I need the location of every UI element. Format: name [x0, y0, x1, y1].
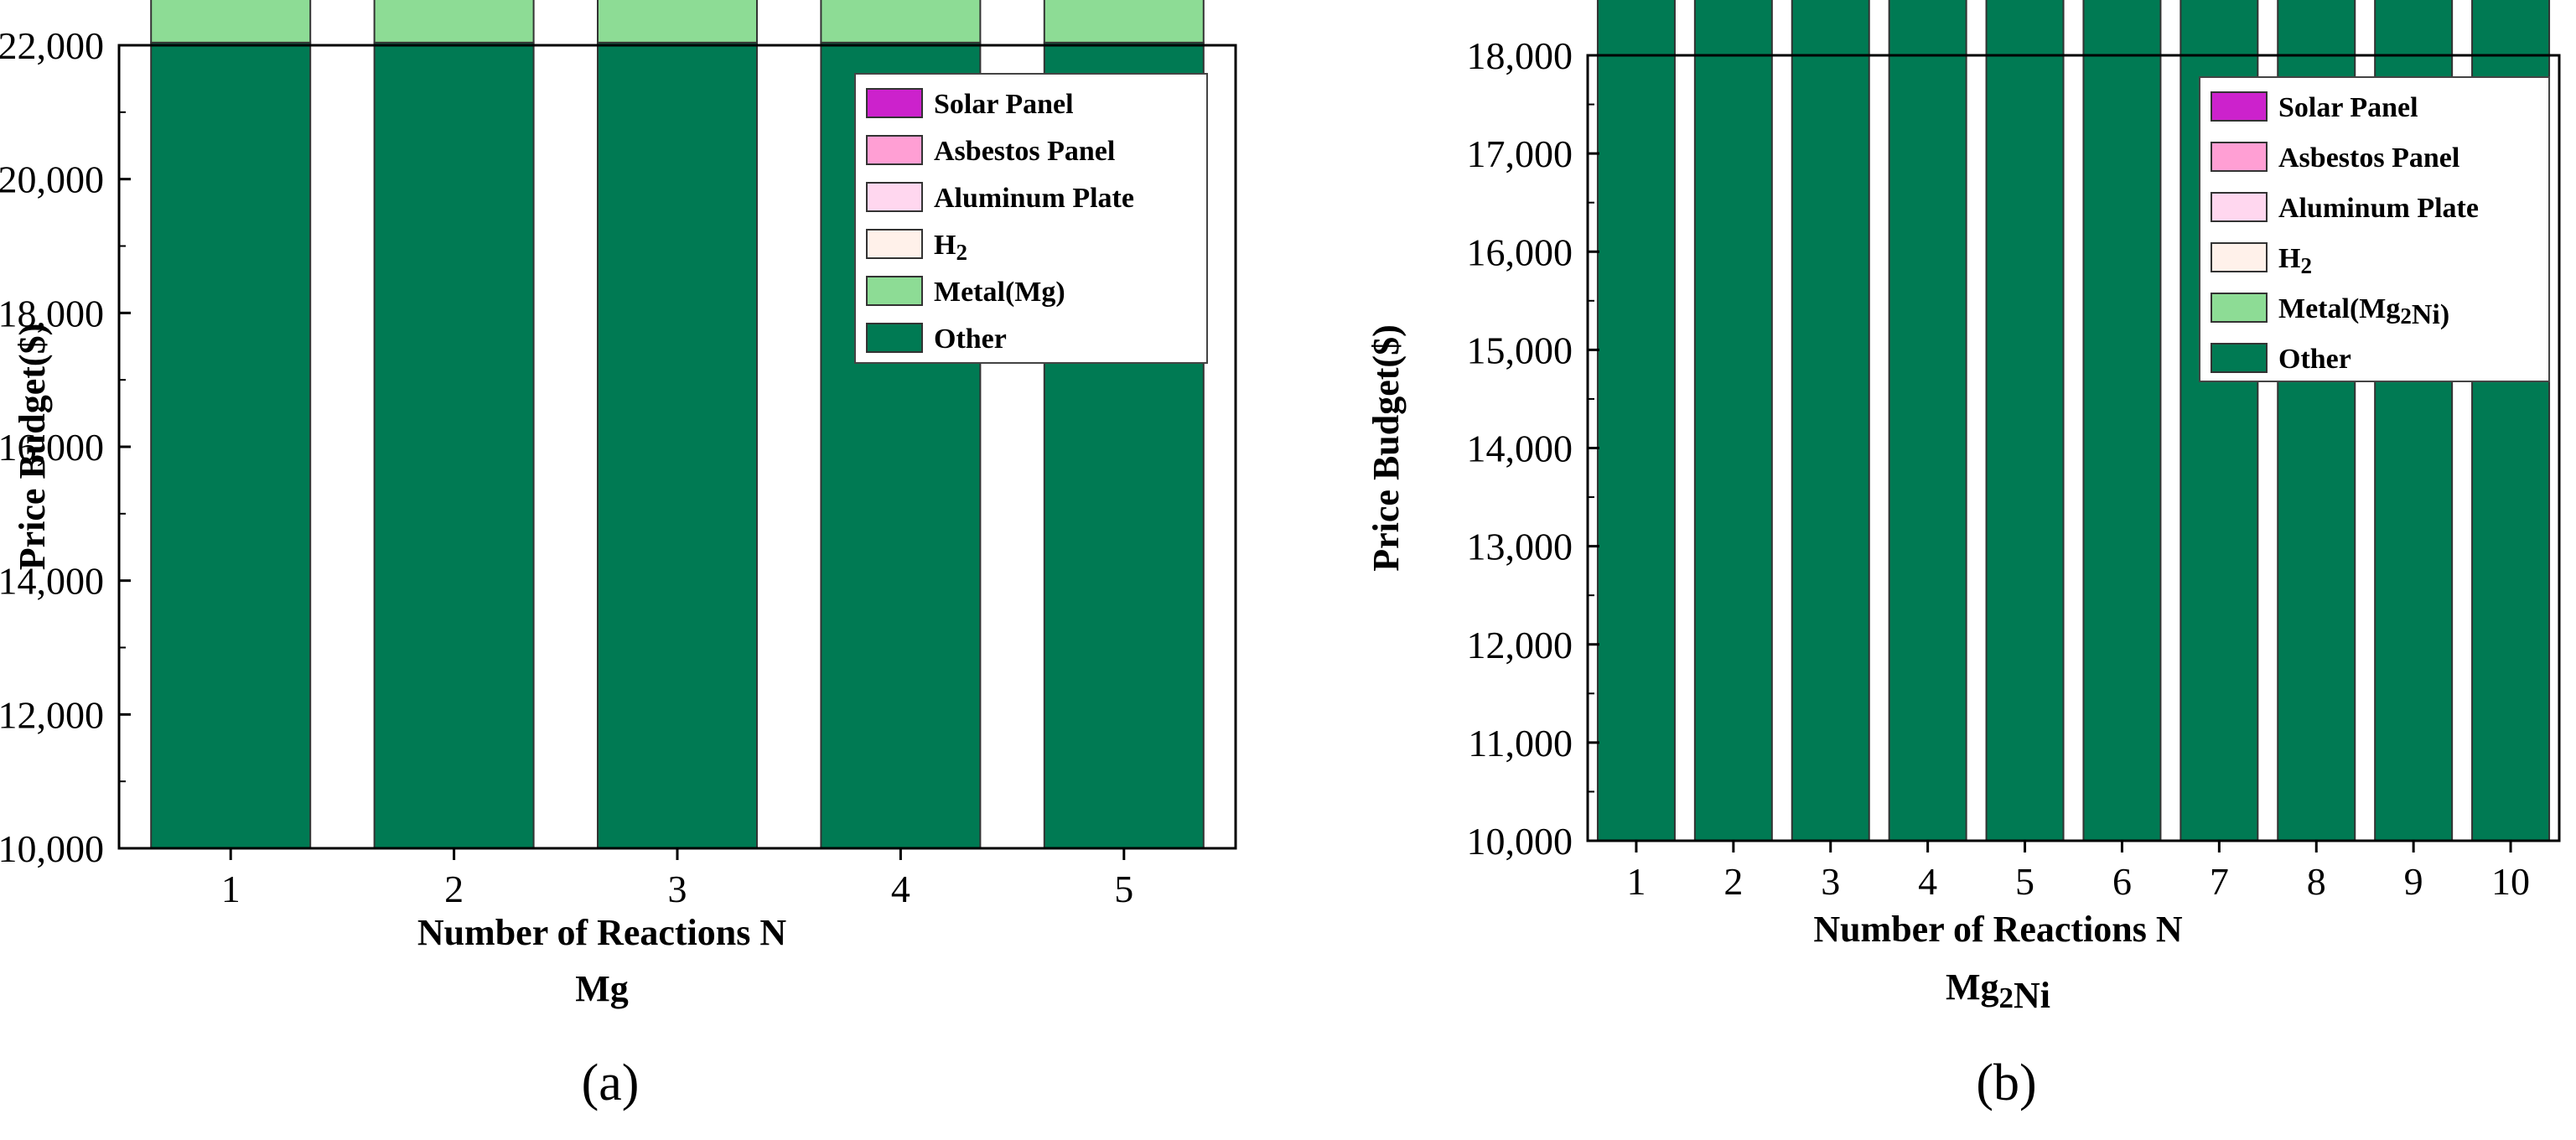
y-tick-label: 12,000 [0, 693, 104, 736]
legend: Solar Panel Asbestos Panel Aluminum Plate H… [2199, 76, 2550, 382]
legend-label-solar-panel: Solar Panel [934, 89, 1074, 120]
legend-swatch-solar-panel [866, 88, 923, 118]
y-tick-label: 18,000 [1467, 34, 1573, 77]
legend-label-h2: H2 [2278, 243, 2312, 278]
bar-other-3 [597, 41, 758, 850]
x-tick-label: 3 [1821, 860, 1840, 903]
bar-other-6 [2082, 0, 2162, 842]
y-axis-title: Price Budget($) [12, 324, 53, 570]
legend-swatch-h2 [866, 229, 923, 259]
y-tick-label: 15,000 [1467, 329, 1573, 371]
bar-other-3 [1791, 0, 1870, 842]
bar-metal-1 [150, 0, 312, 44]
legend-box [2199, 76, 2550, 382]
legend-swatch-metal [866, 276, 923, 306]
chart-a: 10,000 12,000 14,000 16,000 18,000 20,000 22,0… [0, 0, 1237, 1112]
x-tick-label: 4 [891, 868, 910, 910]
y-tick-label: 16,000 [1467, 231, 1573, 273]
y-tick-label: 10,000 [0, 827, 104, 870]
y-tick-label: 16,000 [0, 426, 104, 469]
legend-label-metal: Metal(Mg) [934, 277, 1065, 308]
legend-label-asbestos-panel: Asbestos Panel [934, 136, 1115, 167]
y-tick-label: 11,000 [1468, 722, 1573, 764]
y-tick-label: 18,000 [0, 292, 104, 334]
y-tick-label: 10,000 [1467, 820, 1573, 863]
x-tick-label: 2 [444, 868, 464, 910]
legend-swatch-solar-panel [2211, 91, 2268, 122]
y-tick-label: 22,000 [0, 24, 104, 67]
y-tick-label: 14,000 [0, 560, 104, 603]
x-tick-label: 3 [668, 868, 687, 910]
legend-label-h2: H2 [934, 230, 967, 265]
legend-label-aluminum-plate: Aluminum Plate [2278, 193, 2479, 224]
legend-swatch-aluminum-plate [2211, 192, 2268, 222]
x-tick-label: 2 [1723, 860, 1743, 903]
x-tick-label: 1 [1626, 860, 1646, 903]
legend-label-metal: Metal(Mg2Ni) [2278, 293, 2449, 330]
y-tick-label: 12,000 [1467, 624, 1573, 666]
bar-metal-5 [1043, 0, 1205, 44]
legend-label-other: Other [2278, 344, 2351, 375]
x-tick-label: 8 [2307, 860, 2326, 903]
y-axis-title: Price Budget($) [1366, 324, 1407, 571]
bar-other-5 [1985, 0, 2065, 842]
legend-box [854, 73, 1208, 364]
chart-b: 10,000 11,000 12,000 13,000 14,000 15,000 16,0… [1366, 0, 2561, 1112]
legend-swatch-other [2211, 343, 2268, 373]
bar-metal-3 [597, 0, 758, 44]
bar-other-2 [373, 41, 535, 850]
bar-metal-2 [373, 0, 535, 44]
chart-subtitle: Mg2Ni [1946, 966, 2050, 1016]
x-tick-label: 1 [221, 868, 241, 910]
bar-other-4 [1888, 0, 1967, 842]
legend-label-solar-panel: Solar Panel [2278, 92, 2418, 123]
legend-swatch-asbestos-panel [866, 135, 923, 165]
x-tick-label: 5 [2015, 860, 2034, 903]
x-tick-label: 10 [2491, 860, 2530, 903]
legend-swatch-metal [2211, 293, 2268, 323]
y-tick-label: 14,000 [1467, 428, 1573, 470]
bar-other-1 [1596, 0, 1676, 842]
x-tick-label: 4 [1918, 860, 1937, 903]
legend-swatch-other [866, 323, 923, 353]
y-tick-label: 20,000 [0, 158, 104, 201]
bar-metal-4 [820, 0, 982, 44]
x-tick-label: 6 [2112, 860, 2132, 903]
x-axis-title: Number of Reactions N [1813, 909, 2183, 950]
panel-label: (b) [1976, 1054, 2036, 1112]
chart-subtitle: Mg [575, 968, 629, 1009]
legend-swatch-h2 [2211, 242, 2268, 272]
x-tick-label: 5 [1114, 868, 1133, 910]
y-tick-label: 13,000 [1467, 526, 1573, 568]
legend-label-other: Other [934, 324, 1007, 355]
legend-label-asbestos-panel: Asbestos Panel [2278, 142, 2459, 174]
x-tick-label: 9 [2404, 860, 2423, 903]
legend: Solar Panel Asbestos Panel Aluminum Plate H… [854, 73, 1208, 364]
legend-swatch-aluminum-plate [866, 182, 923, 212]
x-axis-title: Number of Reactions N [417, 912, 787, 953]
x-tick-label: 7 [2210, 860, 2229, 903]
legend-swatch-asbestos-panel [2211, 142, 2268, 172]
bar-other-1 [150, 41, 312, 850]
legend-label-aluminum-plate: Aluminum Plate [934, 183, 1134, 214]
y-tick-label: 17,000 [1467, 132, 1573, 175]
panel-label: (a) [582, 1054, 640, 1112]
bar-other-2 [1693, 0, 1773, 842]
